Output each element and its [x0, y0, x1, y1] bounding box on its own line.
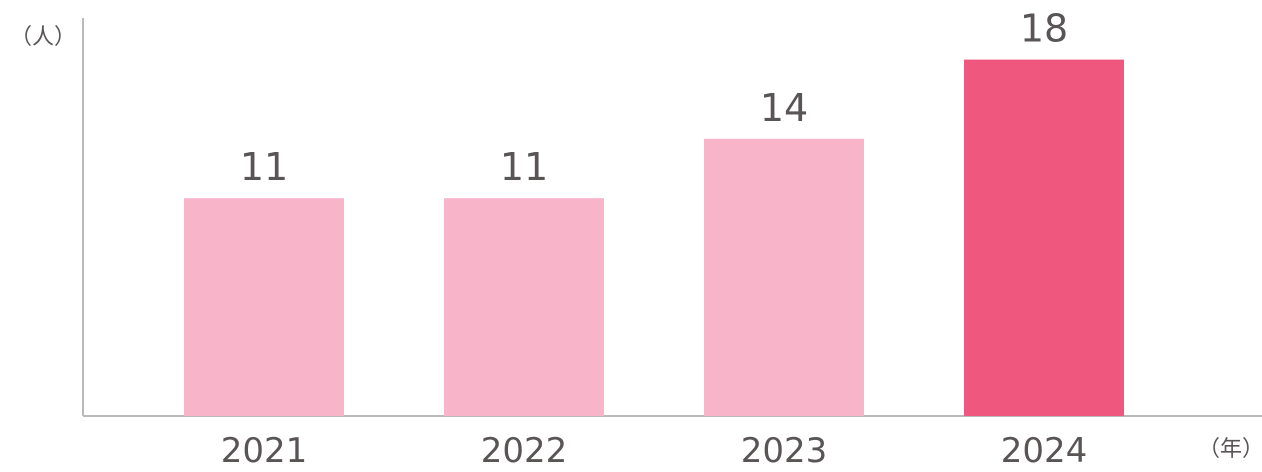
bar-2022: [444, 198, 604, 416]
x-tick-label-2021: 2021: [221, 431, 308, 471]
x-tick-label-2024: 2024: [1001, 431, 1088, 471]
bar-2021: [184, 198, 344, 416]
y-axis-unit-label: （人）: [10, 25, 76, 50]
bar-2023: [704, 138, 864, 417]
value-label-2022: 11: [500, 145, 548, 189]
x-tick-labels-group: 2021 2022 2023 2024: [221, 431, 1088, 471]
value-labels-group: 11 11 14 18: [240, 7, 1068, 190]
bar-2024: [964, 59, 1124, 416]
value-label-2023: 14: [760, 86, 808, 130]
value-label-2021: 11: [240, 145, 288, 189]
value-label-2024: 18: [1020, 7, 1068, 51]
bars-group: [184, 59, 1124, 417]
x-tick-label-2022: 2022: [481, 431, 568, 471]
x-axis-unit-label: （年）: [1198, 437, 1262, 462]
x-tick-label-2023: 2023: [741, 431, 828, 471]
